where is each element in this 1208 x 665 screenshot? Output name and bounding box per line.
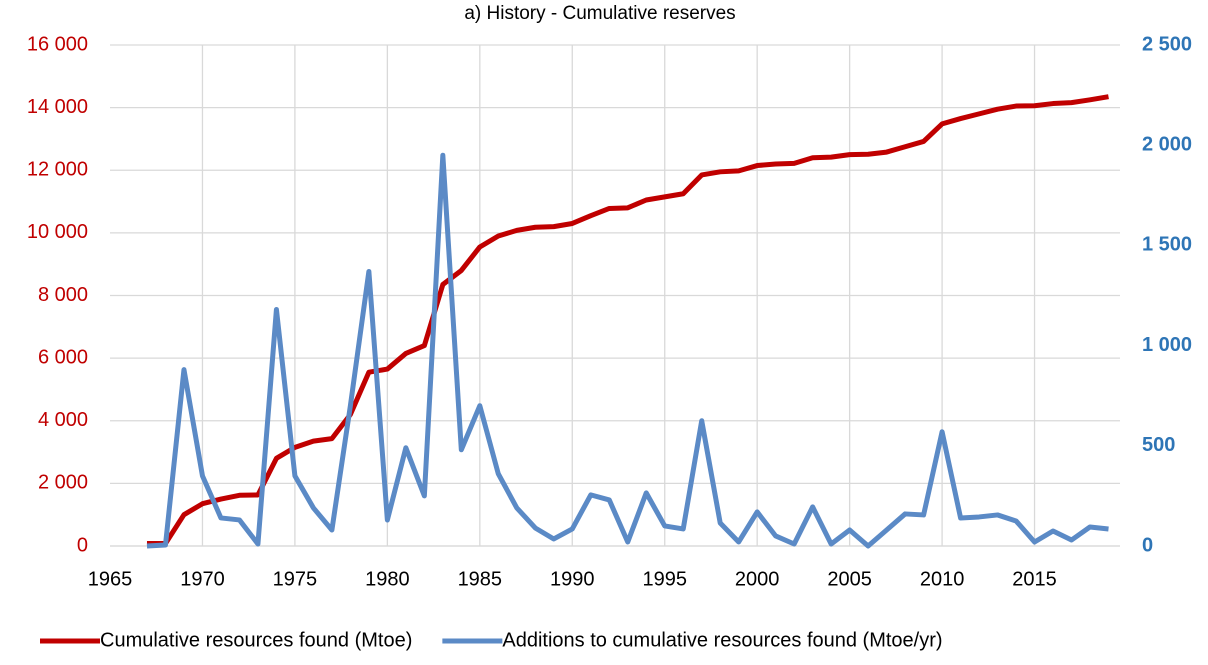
y-tick-label: 8 000 [38, 284, 88, 306]
y2-tick-label: 2 000 [1142, 133, 1192, 155]
x-tick-label: 2000 [735, 568, 780, 590]
y2-tick-label: 2 500 [1142, 33, 1192, 55]
legend-label: Cumulative resources found (Mtoe) [100, 629, 412, 651]
x-tick-label: 1980 [365, 568, 410, 590]
x-tick-label: 1965 [88, 568, 133, 590]
y-tick-label: 12 000 [27, 159, 88, 181]
legend-label: Additions to cumulative resources found … [502, 629, 942, 651]
y-tick-label: 16 000 [27, 33, 88, 55]
y2-tick-label: 500 [1142, 434, 1175, 456]
x-tick-label: 2015 [1012, 568, 1057, 590]
y-tick-label: 10 000 [27, 221, 88, 243]
x-tick-label: 1985 [458, 568, 503, 590]
y-tick-label: 0 [77, 534, 88, 556]
x-tick-label: 1995 [642, 568, 687, 590]
y-tick-label: 2 000 [38, 472, 88, 494]
x-tick-label: 1970 [180, 568, 225, 590]
x-tick-label: 2005 [827, 568, 872, 590]
y-tick-label: 4 000 [38, 409, 88, 431]
x-tick-label: 2010 [920, 568, 965, 590]
y-tick-label: 6 000 [38, 346, 88, 368]
x-tick-label: 1990 [550, 568, 595, 590]
y2-tick-label: 1 000 [1142, 334, 1192, 356]
y2-tick-label: 0 [1142, 534, 1153, 556]
x-tick-label: 1975 [273, 568, 318, 590]
y2-tick-label: 1 500 [1142, 234, 1192, 256]
data-line [146, 152, 1109, 549]
data-line [146, 94, 1109, 546]
chart-title: a) History - Cumulative reserves [464, 3, 735, 24]
y-tick-label: 14 000 [27, 96, 88, 118]
